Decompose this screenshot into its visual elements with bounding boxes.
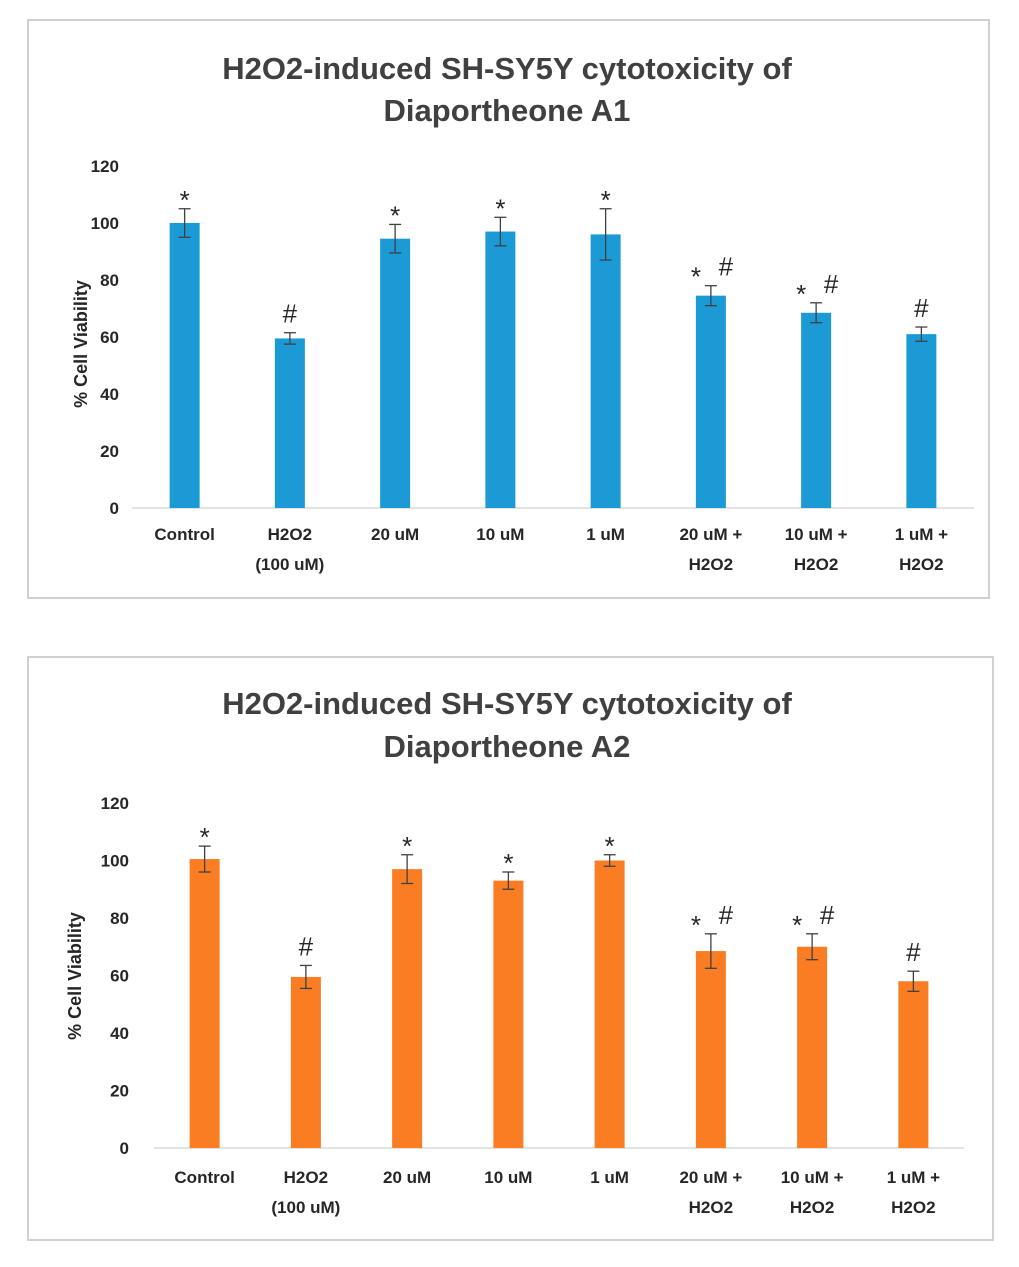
chart-a2-category-label: H2O2	[284, 1168, 328, 1187]
chart-a2-category-label: H2O2	[891, 1198, 935, 1217]
chart-panel-a1: H2O2-induced SH-SY5Y cytotoxicity of Dia…	[27, 19, 990, 599]
chart-a1-category-label: H2O2	[689, 555, 733, 574]
chart-panel-a2: H2O2-induced SH-SY5Y cytotoxicity of Dia…	[27, 656, 994, 1241]
chart-a1-title-line-2: Diaportheone A1	[384, 93, 631, 128]
chart-a2-annotation: *	[605, 831, 615, 861]
chart-a2-y-tick-label: 60	[110, 967, 129, 986]
chart-a2-annotation: *	[792, 910, 802, 940]
chart-a2-bar	[898, 981, 929, 1148]
chart-a1-bar	[590, 234, 621, 508]
chart-a2-annotation: #	[299, 931, 314, 961]
chart-a1-annotation: #	[283, 299, 298, 329]
chart-a2-category-label: Control	[174, 1168, 234, 1187]
chart-a2-title-line-1: H2O2-induced SH-SY5Y cytotoxicity of	[222, 686, 792, 721]
chart-a1-title-line-1: H2O2-induced SH-SY5Y cytotoxicity of	[222, 51, 792, 86]
chart-a1-annotation: *	[796, 279, 806, 309]
chart-a2-y-tick-label: 40	[110, 1024, 129, 1043]
chart-a1-y-tick-label: 80	[100, 271, 119, 290]
chart-a1-category-label: 10 uM +	[785, 525, 848, 544]
chart-a1-bar	[380, 238, 411, 509]
chart-a2-annotation: *	[200, 822, 210, 852]
chart-a2-bar	[797, 946, 828, 1148]
chart-a2-svg: H2O2-induced SH-SY5Y cytotoxicity of Dia…	[65, 686, 964, 1217]
chart-a1-bar	[906, 334, 937, 508]
chart-a1-annotation: *	[495, 193, 505, 223]
chart-a2-bar	[594, 860, 625, 1148]
chart-a1-category-label: H2O2	[268, 525, 312, 544]
chart-a1-bar	[801, 312, 832, 508]
chart-a1-y-axis-label: % Cell Viability	[71, 280, 91, 408]
chart-a2-bar	[392, 869, 423, 1148]
chart-a1-annotation: *	[691, 262, 701, 292]
chart-a2-category-label: (100 uM)	[271, 1198, 340, 1217]
chart-a1-category-label: H2O2	[899, 555, 943, 574]
chart-a2-bar	[189, 859, 220, 1148]
chart-a1-annotation: *	[390, 200, 400, 230]
chart-a2-category-label: 20 uM +	[679, 1168, 742, 1187]
chart-a1-category-label: 10 uM	[476, 525, 524, 544]
chart-a2-category-label: 20 uM	[383, 1168, 431, 1187]
chart-a1-bar	[274, 338, 305, 508]
chart-a2-category-label: H2O2	[689, 1198, 733, 1217]
chart-a1-y-tick-label: 0	[110, 499, 119, 518]
chart-a1-category-label: 20 uM	[371, 525, 419, 544]
chart-a1-category-label: (100 uM)	[255, 555, 324, 574]
chart-a2-annotation: #	[906, 937, 921, 967]
chart-a1-bar	[485, 231, 516, 509]
chart-a1-annotation: #	[824, 269, 839, 299]
chart-a2-category-label: H2O2	[790, 1198, 834, 1217]
chart-a2-bar	[290, 976, 321, 1148]
chart-a1-y-tick-label: 40	[100, 385, 119, 404]
chart-a2-category-label: 10 uM +	[781, 1168, 844, 1187]
chart-a2-category-label: 10 uM	[484, 1168, 532, 1187]
chart-a1-y-tick-label: 100	[91, 214, 119, 233]
chart-a1-bar	[695, 295, 726, 508]
chart-a1-category-label: 1 uM +	[895, 525, 948, 544]
chart-a2-annotation: *	[402, 831, 412, 861]
chart-a1-category-label: H2O2	[794, 555, 838, 574]
chart-a2-annotation: #	[820, 900, 835, 930]
chart-a1-svg: H2O2-induced SH-SY5Y cytotoxicity of Dia…	[71, 51, 974, 574]
chart-a1-y-tick-label: 60	[100, 328, 119, 347]
chart-a2-y-tick-label: 20	[110, 1082, 129, 1101]
chart-a2-annotation: *	[503, 848, 513, 878]
chart-a2-y-tick-label: 80	[110, 909, 129, 928]
chart-a1-category-label: 20 uM +	[679, 525, 742, 544]
chart-a1-category-label: 1 uM	[586, 525, 625, 544]
chart-a1-bar	[169, 223, 200, 508]
chart-a1-category-label: Control	[154, 525, 214, 544]
chart-a1-annotation: #	[914, 293, 929, 323]
chart-a1-annotation: *	[180, 185, 190, 215]
chart-a2-bar	[493, 880, 524, 1148]
chart-a1-annotation: *	[601, 185, 611, 215]
chart-a2-title-line-2: Diaportheone A2	[384, 729, 631, 764]
chart-a2-y-tick-label: 120	[101, 794, 129, 813]
chart-a2-y-tick-label: 0	[120, 1139, 129, 1158]
chart-a2-bar	[695, 951, 726, 1148]
chart-a2-y-axis-label: % Cell Viability	[65, 912, 85, 1040]
chart-a1-annotation: #	[719, 252, 734, 282]
chart-a2-annotation: #	[719, 900, 734, 930]
chart-a1-y-tick-label: 20	[100, 442, 119, 461]
chart-a2-annotation: *	[691, 910, 701, 940]
chart-a2-category-label: 1 uM +	[887, 1168, 940, 1187]
chart-a1-y-tick-label: 120	[91, 157, 119, 176]
chart-a2-y-tick-label: 100	[101, 852, 129, 871]
chart-a2-category-label: 1 uM	[590, 1168, 629, 1187]
